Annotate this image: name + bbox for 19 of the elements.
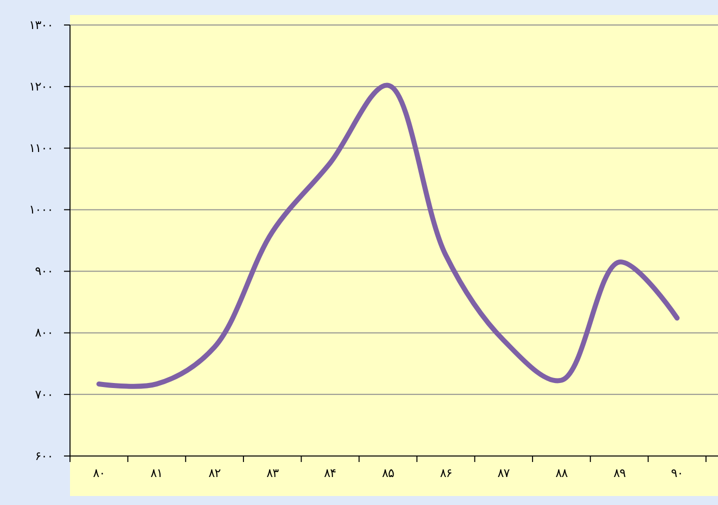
x-tick-label: ۸۸ — [555, 466, 568, 480]
x-tick-label: ۸۵ — [382, 466, 394, 480]
x-tick-label: ۸۷ — [498, 466, 511, 480]
y-tick-label: ۸۰۰ — [35, 326, 53, 340]
x-tick-label: ۸۶ — [440, 466, 452, 480]
y-tick-label: ۱۲۰۰ — [29, 79, 53, 94]
y-tick-label: ۶۰۰ — [35, 448, 53, 463]
y-tick-label: ۱۳۰۰ — [29, 18, 53, 32]
x-tick-label: ۸۱ — [150, 466, 163, 480]
y-tick-label: ۱۰۰۰ — [29, 202, 53, 217]
y-tick-label: ۱۱۰۰ — [29, 140, 53, 155]
x-tick-label: ۸۴ — [324, 466, 336, 480]
x-tick-label: ۸۰ — [92, 466, 105, 480]
x-tick-label: ۸۹ — [613, 466, 626, 480]
y-tick-label: ۹۰۰ — [35, 264, 53, 278]
y-tick-label: ۷۰۰ — [35, 387, 53, 402]
x-tick-label: ۸۲ — [208, 466, 221, 480]
x-tick-label: ۸۳ — [266, 466, 280, 480]
x-tick-label: ۹۰ — [671, 466, 684, 480]
